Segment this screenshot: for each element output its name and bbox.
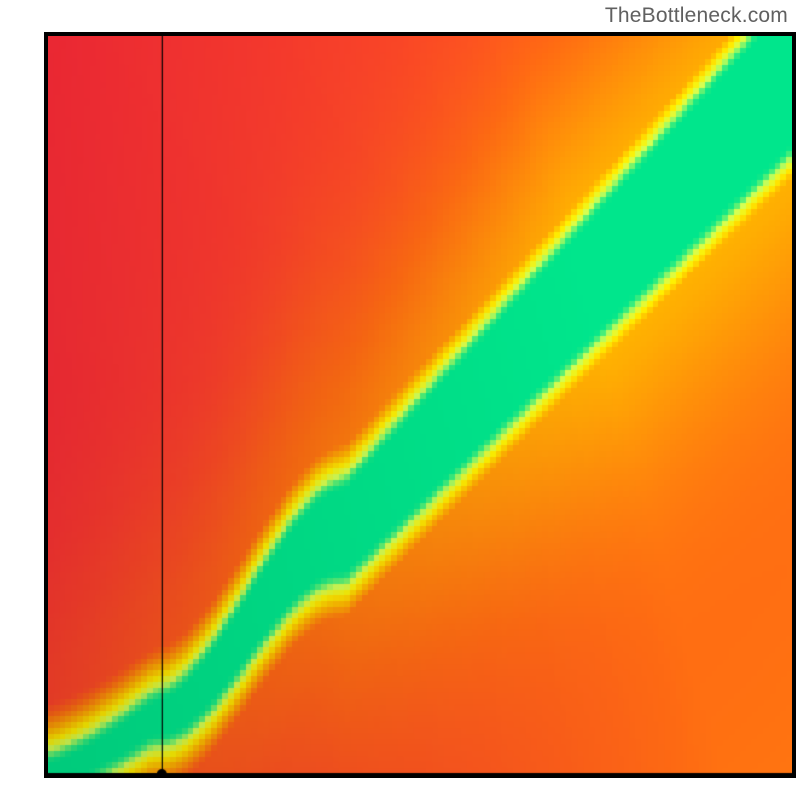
watermark-text: TheBottleneck.com bbox=[605, 4, 788, 28]
chart-container: TheBottleneck.com bbox=[0, 0, 800, 800]
crosshair-overlay bbox=[48, 36, 792, 774]
